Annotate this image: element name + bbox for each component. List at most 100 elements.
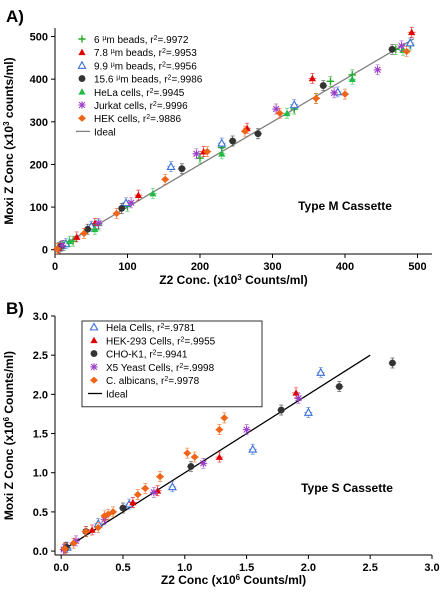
legend-marker [78,75,86,83]
data-point [405,38,415,47]
y-tick-label: 1.0 [33,468,48,480]
legend-ideal-label: Ideal [106,390,128,401]
data-point [133,491,142,499]
data-point [196,154,204,162]
legend-label: C. albicans, r2=.9978 [106,376,200,388]
data-point [161,175,170,183]
data-point [69,539,78,547]
series-group [65,44,407,247]
legend-label: CHO-K1, r2=.9941 [106,349,188,361]
data-point [203,148,212,156]
x-tick-label: 2.5 [363,562,378,574]
y-tick-label: 2.0 [33,389,48,401]
data-point [341,90,349,98]
legend-marker [89,322,99,331]
data-point [81,527,90,536]
data-point [94,523,103,532]
data-point [240,127,249,135]
cassette-annotation: Type M Cassette [298,199,392,213]
series-group [60,412,229,555]
legend-label: Jurkat cells, r2=.9996 [94,101,188,113]
data-point [294,394,303,402]
data-point [308,74,316,82]
data-point [254,130,262,138]
data-point [242,426,251,434]
legend-box [81,320,263,408]
y-tick-label: 400 [30,74,48,86]
cassette-annotation: Type S Cassette [301,481,393,495]
data-point [335,383,343,390]
legend-marker [90,336,98,344]
legend-label: 7.8 µm beads, r2=.9953 [94,48,197,60]
y-tick-label: 1.5 [33,429,48,441]
x-tick-label: 1.5 [239,562,254,574]
x-tick-label: 0.0 [54,562,69,574]
legend-marker [78,114,86,122]
legend-label: HEK cells, r2=.9886 [94,114,181,126]
data-point [316,367,326,376]
data-point [88,526,96,533]
data-point [119,504,127,512]
data-point [215,453,223,460]
y-axis-title: Moxi Z Conc (x106 Counts/ml) [2,351,17,520]
y-tick-label: 200 [30,159,48,171]
data-point [397,42,406,50]
data-point [183,449,192,457]
data-point [272,105,280,113]
data-point [118,204,126,212]
legend-label: 15.6 µm beads, r2=.9986 [94,74,203,86]
data-point [319,82,327,89]
legend-label: HeLa cells, r2=.9945 [94,87,185,99]
series-group [56,43,397,252]
x-tick-label: 300 [263,261,281,273]
data-point [134,191,142,199]
legend-marker [78,48,86,56]
x-tick-label: 1.0 [177,562,192,574]
data-point [374,66,382,74]
series-group [58,40,406,251]
data-point [283,109,291,117]
data-point [156,473,165,481]
data-point [303,407,313,416]
panel-b: B) 0.0 0.5 1.0 1.5 2.0 2.5 3.0 0.0 0.5 1.0 1.5 2.0 2.… [2,299,440,587]
data-point [229,137,237,145]
legend-marker [77,60,87,69]
data-point [53,245,62,253]
data-point [141,484,150,492]
data-point [112,209,121,218]
y-tick-label: 3.0 [33,311,48,323]
data-point [190,453,199,461]
x-axis-title: Z2 Conc. (x103 Counts/ml) [159,273,307,288]
legend-label: Hela Cells, r2=.9781 [106,323,196,335]
series-group [59,392,303,555]
data-point [402,47,411,56]
x-tick-label: 100 [118,261,136,273]
y-tick-label: 2.5 [33,350,48,362]
legend-label: 6 µm beads, r2=.9972 [94,35,189,47]
legend-marker [90,363,98,371]
data-point [149,189,157,197]
data-point [275,109,284,117]
data-point [58,241,66,250]
data-point [167,482,177,491]
ideal-line [60,354,371,552]
data-point [129,498,137,506]
panel-label: A) [6,7,24,26]
data-point [292,389,300,396]
data-point [127,199,135,207]
series-group [61,37,415,250]
x-tick-label: 500 [408,261,426,273]
data-point [91,225,99,233]
data-point [348,75,356,83]
data-point [217,138,227,147]
legend-ideal-label: Ideal [94,127,116,138]
data-point [192,150,200,158]
data-point [84,225,92,233]
data-point [312,94,320,102]
data-point [330,89,338,97]
y-tick-label: 0.5 [33,507,48,519]
x-tick-label: 3.0 [424,562,439,574]
